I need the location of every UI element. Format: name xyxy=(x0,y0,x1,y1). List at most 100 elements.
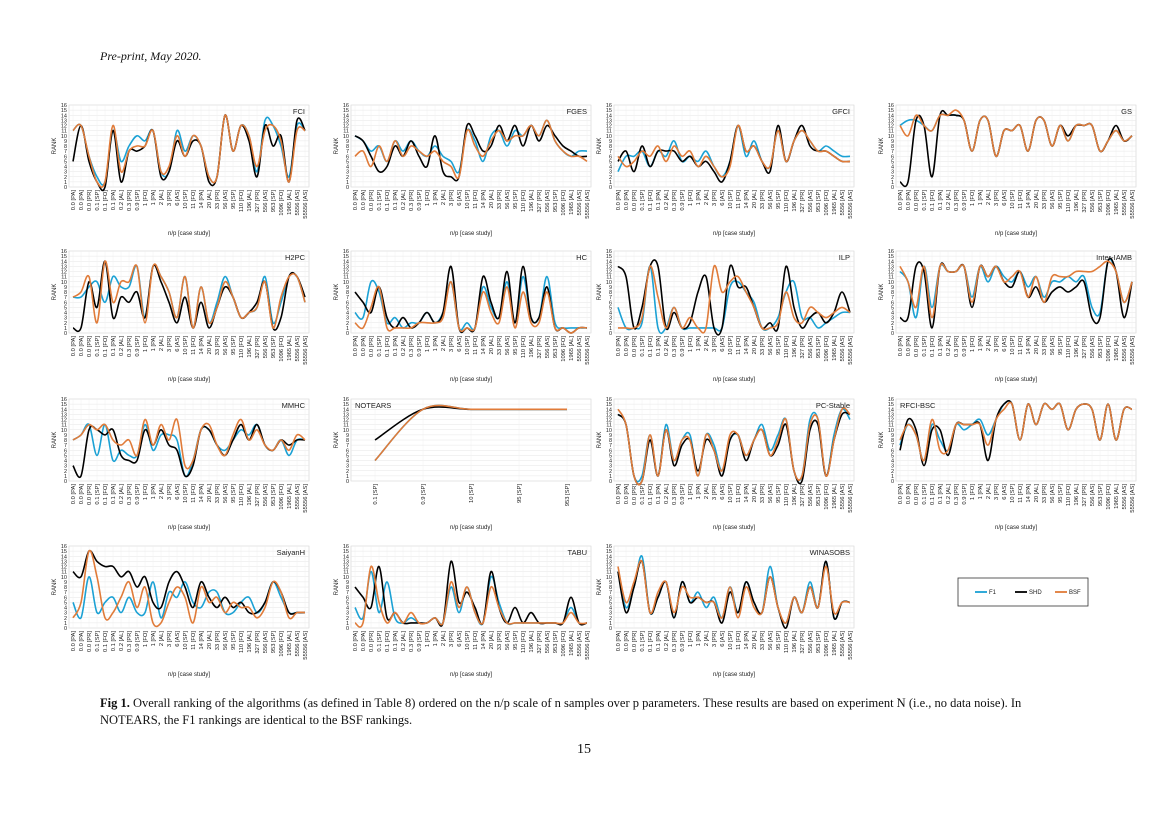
page-number: 15 xyxy=(577,742,591,757)
x-tick-label: 327 [PR] xyxy=(800,631,806,654)
x-tick-label: 11 [FO] xyxy=(1018,484,1024,503)
y-tick-label: 14 xyxy=(343,113,349,119)
x-tick-label: 0.3 [PR] xyxy=(954,336,960,357)
x-tick-label: 55556 [AS] xyxy=(303,484,309,513)
x-tick-label: 6 [AS] xyxy=(175,484,181,500)
y-tick-label: 7 xyxy=(64,443,67,449)
y-tick-label: 14 xyxy=(61,554,67,560)
x-tick-label: 0.0 [PA] xyxy=(624,190,630,211)
x-tick-label: 10 [SP] xyxy=(728,190,734,209)
x-tick-label: 55556 [AS] xyxy=(1130,190,1136,219)
x-tick-label: 953 [SP] xyxy=(816,190,822,213)
y-tick-label: 10 xyxy=(606,280,612,286)
y-tick-label: 1 xyxy=(891,180,894,186)
x-tick-label: 953 [SP] xyxy=(565,484,571,507)
x-tick-label: 327 [PR] xyxy=(800,190,806,213)
y-tick-label: 15 xyxy=(606,549,612,555)
x-tick-label: 0.9 [SP] xyxy=(680,190,686,211)
x-tick-label: 0.1 [SP] xyxy=(95,336,101,357)
y-tick-label: 15 xyxy=(61,549,67,555)
y-tick-label: 4 xyxy=(346,165,349,171)
y-tick-label: 10 xyxy=(888,134,894,140)
x-tick-label: 0.9 [SP] xyxy=(680,631,686,652)
y-tick-label: 1 xyxy=(346,474,349,480)
x-tick-label: 1096 [FO] xyxy=(1106,484,1112,510)
x-tick-label: 0.2 [AL] xyxy=(946,190,952,210)
x-tick-label: 110 [FO] xyxy=(784,631,790,654)
x-tick-label: 0.0 [PR] xyxy=(369,631,375,652)
x-tick-label: 0.3 [PR] xyxy=(409,631,415,652)
x-tick-label: 0.1 [SP] xyxy=(95,190,101,211)
x-tick-label: 33 [PR] xyxy=(1042,336,1048,356)
x-tick-label: 10 [SP] xyxy=(465,631,471,650)
y-tick-label: 2 xyxy=(346,616,349,622)
y-tick-label: 13 xyxy=(606,264,612,270)
x-tick-label: 3 [PR] xyxy=(712,631,718,647)
x-tick-label: 196 [AL] xyxy=(247,631,253,653)
x-tick-label: 55556 [AS] xyxy=(303,190,309,219)
x-tick-label: 0.1 [PA] xyxy=(656,336,662,357)
x-tick-label: 2 [AL] xyxy=(704,336,710,352)
y-tick-label: 12 xyxy=(606,418,612,424)
x-tick-label: 33 [PR] xyxy=(760,336,766,356)
x-tick-label: 2 [AL] xyxy=(159,484,165,500)
x-tick-label: 6 [AS] xyxy=(175,190,181,206)
x-axis-label: n/p [case study] xyxy=(713,377,755,383)
x-tick-label: 20 [AL] xyxy=(207,631,213,650)
x-tick-label: 20 [AL] xyxy=(1034,336,1040,355)
x-tick-label: 110 [FO] xyxy=(521,336,527,359)
chart-title: NOTEARS xyxy=(355,401,391,410)
y-tick-label: 14 xyxy=(61,259,67,265)
x-tick-label: 2 [AL] xyxy=(159,190,165,206)
x-tick-label: 33 [PR] xyxy=(1042,190,1048,210)
x-axis-label: n/p [case study] xyxy=(450,231,492,237)
y-tick-label: 13 xyxy=(606,559,612,565)
y-tick-label: 11 xyxy=(888,275,894,281)
x-tick-label: 14 [PA] xyxy=(744,484,750,503)
x-tick-label: 953 [SP] xyxy=(553,336,559,359)
x-tick-label: 0.3 [PR] xyxy=(672,336,678,357)
x-tick-label: 0.1 [SP] xyxy=(640,631,646,652)
y-tick-label: 5 xyxy=(891,453,894,459)
x-tick-label: 556 [AS] xyxy=(808,631,814,654)
x-tick-label: 0.0 [PA] xyxy=(79,484,85,505)
x-tick-label: 0.9 [SP] xyxy=(135,336,141,357)
series-line xyxy=(899,109,1133,158)
x-tick-label: 11 [FO] xyxy=(736,336,742,355)
x-tick-label: 0.0 [PA] xyxy=(361,190,367,211)
y-tick-label: 16 xyxy=(606,544,612,550)
x-tick-label: 5556 [AS] xyxy=(1122,336,1128,362)
x-tick-label: 5556 [AS] xyxy=(577,631,583,657)
y-tick-label: 7 xyxy=(609,295,612,301)
y-tick-label: 14 xyxy=(606,407,612,413)
x-tick-label: 0.2 [AL] xyxy=(664,484,670,504)
y-tick-label: 12 xyxy=(888,418,894,424)
y-tick-label: 6 xyxy=(64,448,67,454)
x-tick-label: 0.0 [PR] xyxy=(632,484,638,505)
y-tick-label: 3 xyxy=(891,464,894,470)
series-line xyxy=(617,265,851,335)
x-tick-label: 33 [PR] xyxy=(497,190,503,210)
y-tick-label: 0 xyxy=(609,626,612,632)
x-tick-label: 0.2 [AL] xyxy=(401,631,407,651)
x-tick-label: 95 [SP] xyxy=(776,190,782,209)
x-tick-label: 327 [PR] xyxy=(537,336,543,359)
y-tick-label: 1 xyxy=(64,621,67,627)
x-tick-label: 5556 [AS] xyxy=(577,190,583,216)
x-tick-label: 953 [SP] xyxy=(816,336,822,359)
y-tick-label: 15 xyxy=(61,402,67,408)
series-line xyxy=(354,275,587,331)
x-tick-label: 95 [SP] xyxy=(1058,336,1064,355)
x-tick-label: 327 [PR] xyxy=(255,631,261,654)
x-tick-label: 20 [AL] xyxy=(752,631,758,650)
x-tick-label: 0.1 [FO] xyxy=(103,336,109,357)
y-tick-label: 8 xyxy=(64,144,67,150)
y-tick-label: 11 xyxy=(343,275,349,281)
x-tick-label: 556 [AS] xyxy=(263,484,269,507)
x-tick-label: 3 [PR] xyxy=(449,631,455,647)
x-tick-label: 11 [FO] xyxy=(1018,336,1024,355)
x-tick-label: 0.1 [SP] xyxy=(922,190,928,211)
y-tick-label: 2 xyxy=(609,469,612,475)
